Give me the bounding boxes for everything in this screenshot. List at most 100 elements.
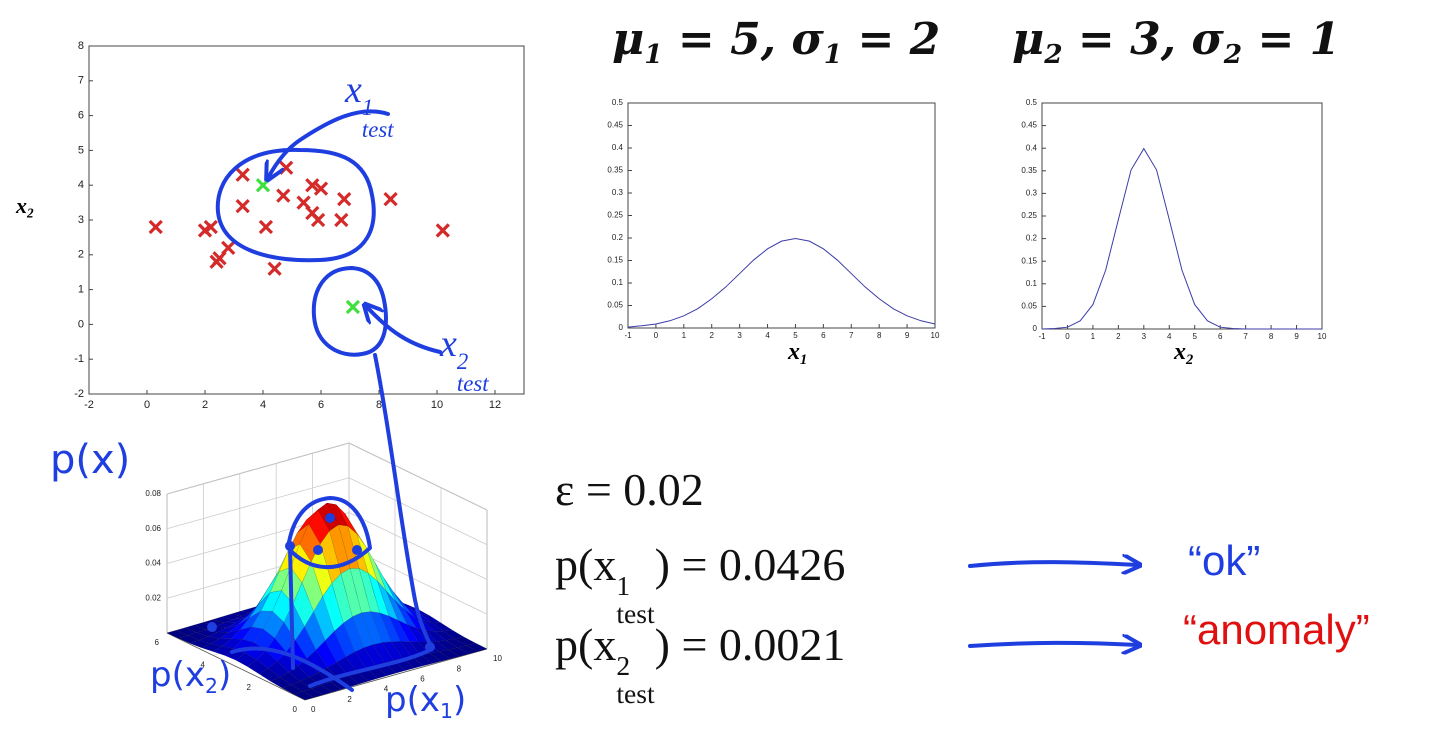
- y-tick-label: 0.1: [1026, 279, 1038, 288]
- y-tick-label: 0.5: [612, 98, 624, 107]
- point: [279, 160, 294, 175]
- surface-patch: [258, 668, 280, 682]
- text-part: μ: [1012, 14, 1045, 65]
- text-part: ): [452, 680, 467, 720]
- surface-patch: [361, 611, 383, 645]
- x-tick-label: 2: [710, 331, 715, 340]
- surface-patch: [290, 681, 313, 692]
- text-part: 1: [616, 570, 631, 602]
- y-tick-label: -1: [74, 353, 84, 365]
- x-tick-label: 10: [431, 399, 443, 411]
- y-tick-label: 0.3: [612, 188, 624, 197]
- axis-edge: [166, 632, 306, 701]
- surface-patch: [187, 632, 209, 641]
- x-tick-label: 4: [384, 685, 389, 694]
- result-label: “anomaly”: [1183, 606, 1370, 653]
- surface-patch: [269, 567, 291, 593]
- point: [435, 223, 450, 238]
- x-tick-label: 0: [311, 705, 316, 714]
- x-tick-label: 1: [1091, 332, 1096, 341]
- x-tick-label: 8: [1269, 332, 1274, 341]
- text-part: 2: [456, 348, 469, 374]
- surface-patch: [311, 685, 333, 695]
- text-part: x: [184, 655, 205, 695]
- text-part: 2: [27, 205, 34, 221]
- x-tick-label: 0: [654, 331, 659, 340]
- x-tick-label: 0: [144, 399, 150, 411]
- text-part: = 2: [842, 14, 941, 65]
- text-part: x: [440, 323, 457, 365]
- y-tick-label: 0.45: [607, 121, 623, 130]
- x-tick-label: 12: [489, 399, 501, 411]
- x-tick-label: 4: [1167, 332, 1172, 341]
- z-tick-label: 0.04: [145, 559, 161, 568]
- handwriting: [366, 306, 442, 354]
- handwriting-dot: [207, 622, 217, 632]
- text-part: 2: [204, 674, 218, 699]
- x-tick-label: 6: [1218, 332, 1223, 341]
- point: [310, 212, 326, 228]
- y-tick-label: 0.25: [1021, 211, 1037, 220]
- surface-patch: [178, 635, 200, 644]
- x-tick-label: 4: [260, 399, 266, 411]
- point: [276, 188, 291, 203]
- point: [334, 212, 349, 228]
- y-tick-label: 0.05: [1021, 302, 1037, 311]
- y-tick-label: 5: [78, 144, 84, 156]
- plot-frame: [1041, 102, 1323, 330]
- text-part: ): [217, 655, 232, 695]
- surface-patch: [217, 624, 238, 633]
- text-part: 2: [1044, 39, 1063, 71]
- handwriting: [311, 266, 388, 357]
- text-part: μ: [612, 14, 645, 65]
- handwriting-dot: [352, 545, 362, 555]
- text-part: 2: [1186, 352, 1194, 369]
- surface-patch: [258, 571, 280, 605]
- text-part: test: [616, 677, 655, 709]
- y-tick-label: 0.05: [607, 301, 623, 310]
- text-part: 2 test: [616, 652, 654, 707]
- x-tick-label: 8: [877, 331, 882, 340]
- text-part: 2: [616, 650, 631, 682]
- surface-patch: [198, 636, 221, 644]
- text-part: p(x): [50, 437, 131, 483]
- line: [1041, 147, 1322, 330]
- text-part: 1: [644, 39, 663, 71]
- text-part: p(x: [555, 539, 617, 590]
- point: [209, 254, 224, 269]
- y-tick-label: 0: [1033, 324, 1038, 333]
- x-tick-label: 10: [493, 654, 502, 663]
- y-tick-label: 0.25: [607, 211, 623, 220]
- handwriting: [215, 147, 376, 263]
- surface-patch: [433, 631, 456, 641]
- x-tick-label: 2: [202, 399, 208, 411]
- surface-patch: [302, 688, 324, 698]
- result-label: “ok”: [1188, 537, 1261, 584]
- grid-line: [348, 477, 488, 546]
- x-tick-label: 7: [849, 331, 854, 340]
- grid-line: [348, 512, 488, 580]
- annotation: x 1 test: [345, 68, 394, 142]
- x-tick-label: -1: [1038, 332, 1046, 341]
- y-tick-label: 0: [293, 705, 298, 714]
- y-tick-label: 0.35: [607, 166, 623, 175]
- x-tick-label: 3: [1142, 332, 1147, 341]
- surface-patch: [315, 640, 337, 668]
- surface-patch: [349, 568, 371, 613]
- x-tick-label: 6: [821, 331, 826, 340]
- text-part: = 3, σ: [1062, 14, 1224, 65]
- y-tick-label: 0: [619, 323, 624, 332]
- point: [235, 198, 250, 214]
- text-part: 1 test: [616, 572, 654, 627]
- x-tick-label: 10: [1318, 332, 1327, 341]
- point: [235, 167, 250, 182]
- surface-patch: [395, 601, 417, 629]
- x-tick-label: 6: [318, 399, 324, 411]
- handwriting: [373, 353, 434, 650]
- text-part: 1 test: [362, 96, 394, 143]
- surface-patch: [189, 639, 212, 648]
- surface-patch: [230, 626, 253, 640]
- surface-patch: [279, 671, 301, 685]
- handwriting: [308, 648, 432, 688]
